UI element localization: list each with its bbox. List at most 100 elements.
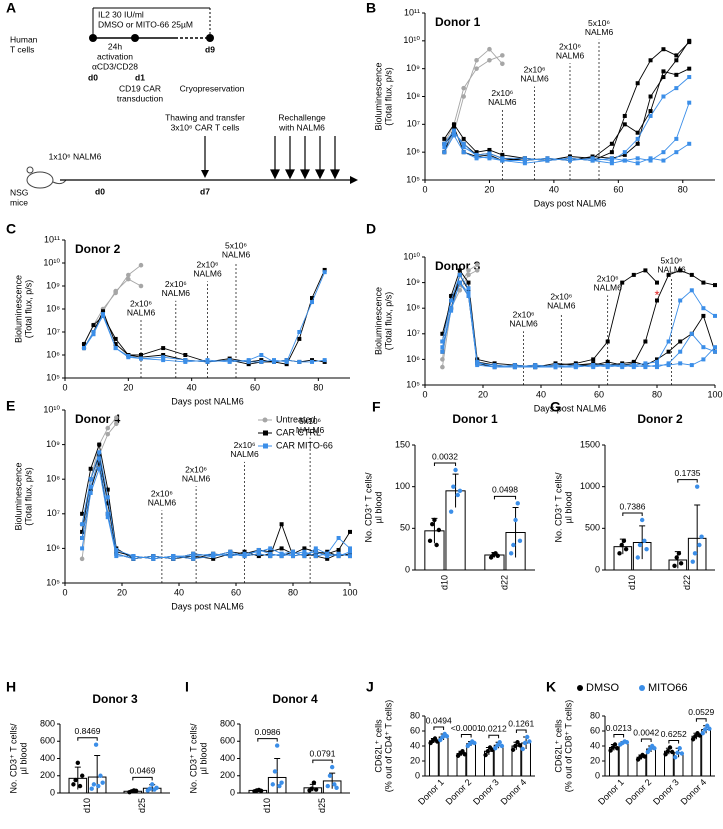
point <box>105 487 110 492</box>
point <box>348 551 352 556</box>
point <box>97 456 102 461</box>
rechallenge-arrows <box>270 136 340 180</box>
point <box>678 349 683 354</box>
transfer-label: 3x10⁶ CAR T cells <box>171 122 240 132</box>
x-axis-label: Days post NALM6 <box>171 601 244 611</box>
arrow <box>270 136 340 180</box>
dot <box>690 559 695 564</box>
point <box>105 501 110 506</box>
x-tick-label: Donor 4 <box>679 777 709 807</box>
dot <box>77 783 83 789</box>
point <box>171 554 176 559</box>
challenge-label: 2x10⁶ <box>550 292 572 302</box>
p-value: 0.0032 <box>432 451 458 461</box>
dot <box>436 527 442 533</box>
dot <box>677 746 682 751</box>
point <box>492 363 497 368</box>
point <box>449 298 454 303</box>
point <box>80 546 85 551</box>
point <box>461 150 466 155</box>
point <box>97 453 102 458</box>
point <box>674 58 679 63</box>
point <box>461 136 466 141</box>
point <box>609 161 614 166</box>
y-tick-label: 0 <box>595 770 600 780</box>
point <box>101 309 105 314</box>
point <box>466 268 471 273</box>
dot <box>444 734 450 739</box>
y-axis-label: (% out of CD4⁺ T cells) <box>383 700 393 792</box>
point <box>442 150 447 155</box>
point <box>114 421 119 427</box>
y-tick-label: 20 <box>590 755 600 765</box>
point <box>105 495 110 500</box>
chart-panel: I 0 200 400 600 800 No. CD3⁺ T cells/µl blood D… <box>185 679 350 813</box>
y-tick-label: 10⁶ <box>46 349 60 359</box>
dot <box>621 538 627 544</box>
dot <box>279 780 284 785</box>
challenge-label: NALM6 <box>222 249 251 259</box>
series-line <box>441 269 658 368</box>
challenge-label: 2x10⁶ <box>559 41 581 51</box>
challenge-label: 2x10⁶ <box>130 298 152 308</box>
y-tick-label: 10⁶ <box>406 147 420 157</box>
point <box>512 363 517 368</box>
challenge-label: 2x10⁶ <box>234 440 256 450</box>
tumor-label: 1x10⁶ NALM6 <box>49 151 102 161</box>
point <box>161 355 166 360</box>
point <box>648 156 653 161</box>
point <box>474 66 479 71</box>
y-tick-label: 10¹¹ <box>404 7 420 17</box>
point <box>310 296 314 301</box>
point <box>687 141 692 146</box>
point <box>457 268 462 273</box>
y-tick-label: 800 <box>220 718 235 728</box>
point <box>302 551 307 556</box>
p-value: 0.0042 <box>633 727 659 737</box>
point <box>82 342 86 347</box>
x-tick-label: 100 <box>707 389 722 399</box>
point <box>246 358 251 363</box>
dot <box>635 555 640 560</box>
point <box>191 554 196 559</box>
point <box>227 359 232 364</box>
point <box>466 293 471 298</box>
point <box>183 353 188 357</box>
panel-label: D <box>366 221 376 237</box>
significance-bracket <box>312 759 333 764</box>
dot <box>154 785 159 791</box>
point <box>466 290 471 295</box>
point <box>500 156 505 161</box>
y-axis-label: No. CD3⁺ T cells/ <box>8 723 18 793</box>
p-value: 0.1261 <box>508 718 534 728</box>
mouse-tail <box>52 179 67 185</box>
point <box>297 330 302 334</box>
point <box>161 353 166 357</box>
point <box>474 154 479 159</box>
point <box>88 490 93 495</box>
y-tick-label: 10⁹ <box>406 277 420 287</box>
point <box>687 100 692 105</box>
panel-label: A <box>6 0 16 16</box>
dot <box>612 742 618 747</box>
dot <box>457 488 463 494</box>
significance-bracket <box>668 740 680 744</box>
point <box>635 141 640 146</box>
chart-title: Donor 2 <box>637 412 683 426</box>
chart-panel: B 10⁵ 10⁶ 10⁷ 10⁸ 10⁹ 10¹⁰ 10¹¹ Bioluminescence(… <box>366 0 715 208</box>
bar <box>429 740 439 777</box>
point <box>661 47 666 52</box>
y-axis-label: (% out of CD8⁺ T cells) <box>563 700 573 792</box>
dot <box>432 517 437 523</box>
culture-label: DMSO or MITO-66 25µM <box>98 19 193 29</box>
dot <box>455 492 460 498</box>
point <box>674 136 679 141</box>
error-bar <box>639 525 646 560</box>
point <box>568 156 572 161</box>
p-value: 0.0986 <box>255 727 281 737</box>
point <box>635 136 640 141</box>
dot <box>434 542 439 548</box>
y-axis-label: Bioluminescence <box>13 462 23 530</box>
point <box>687 75 692 80</box>
y-tick-label: 10⁹ <box>46 439 60 449</box>
